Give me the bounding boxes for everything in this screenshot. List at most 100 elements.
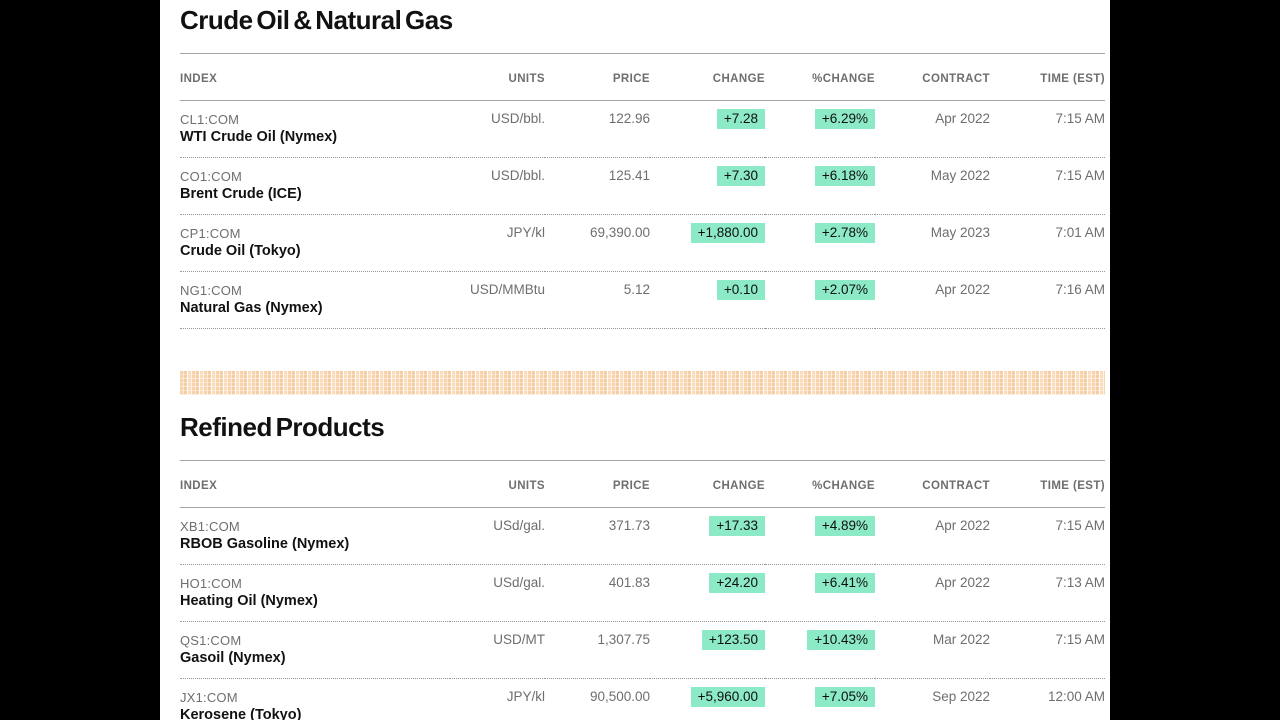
index-cell[interactable]: JX1:COM Kerosene (Tokyo) — [180, 679, 450, 720]
price-cell: 401.83 — [608, 575, 650, 590]
contract-cell: Mar 2022 — [932, 632, 990, 647]
contract-cell: May 2022 — [930, 168, 990, 183]
ticker[interactable]: JX1:COM — [180, 690, 238, 705]
security-name[interactable]: RBOB Gasoline (Nymex) — [180, 536, 350, 552]
time-cell: 12:00 AM — [1047, 689, 1105, 704]
security-name[interactable]: Brent Crude (ICE) — [180, 186, 302, 202]
ticker[interactable]: CL1:COM — [180, 112, 240, 127]
pct-change-cell: +6.18% — [765, 158, 875, 215]
time-cell: 7:16 AM — [1055, 282, 1105, 297]
table-header: INDEX UNITS PRICE CHANGE %CHANGE CONTRACT TIME… — [180, 460, 1105, 508]
contract-cell: Apr 2022 — [935, 111, 990, 126]
index-cell[interactable]: NG1:COM Natural Gas (Nymex) — [180, 272, 450, 329]
change-badge: +5,960.00 — [690, 687, 765, 707]
security-name[interactable]: Heating Oil (Nymex) — [180, 593, 318, 609]
pct-change-badge: +4.89% — [814, 516, 875, 536]
pct-change-badge: +10.43% — [807, 630, 875, 650]
security-name[interactable]: WTI Crude Oil (Nymex) — [180, 129, 338, 145]
ticker[interactable]: QS1:COM — [180, 633, 242, 648]
change-cell: +1,880.00 — [650, 215, 765, 272]
column-header: CHANGE — [712, 73, 765, 85]
header-row: INDEX UNITS PRICE CHANGE %CHANGE CONTRACT TIME… — [180, 460, 1105, 508]
column-header: TIME (EST) — [1040, 73, 1105, 85]
pct-change-badge: +6.18% — [814, 166, 875, 186]
header-row: INDEX UNITS PRICE CHANGE %CHANGE CONTRACT TIME… — [180, 53, 1105, 101]
security-name[interactable]: Natural Gas (Nymex) — [180, 300, 323, 316]
commodities-page: Crude Oil & Natural Gas INDEX UNITS PRICE C… — [160, 0, 1110, 720]
pct-change-cell: +6.29% — [765, 101, 875, 158]
price-cell: 371.73 — [608, 518, 650, 533]
change-badge: +7.28 — [716, 109, 765, 129]
table-row: HO1:COM Heating Oil (Nymex) USd/gal. 401… — [180, 565, 1105, 622]
time-cell: 7:15 AM — [1055, 632, 1105, 647]
table-row: QS1:COM Gasoil (Nymex) USD/MT 1,307.75 +… — [180, 622, 1105, 679]
contract-cell: Apr 2022 — [935, 518, 990, 533]
ticker[interactable]: XB1:COM — [180, 519, 240, 534]
pct-change-cell: +6.41% — [765, 565, 875, 622]
units-cell: USD/bbl. — [490, 111, 545, 126]
change-badge: +0.10 — [716, 280, 765, 300]
column-header: UNITS — [508, 73, 545, 85]
column-header: %CHANGE — [812, 73, 875, 85]
quotes-table: INDEX UNITS PRICE CHANGE %CHANGE CONTRACT TIME… — [180, 460, 1105, 720]
column-header: INDEX — [180, 73, 218, 85]
index-cell[interactable]: CO1:COM Brent Crude (ICE) — [180, 158, 450, 215]
column-header: PRICE — [612, 480, 650, 492]
price-cell: 122.96 — [608, 111, 650, 126]
pct-change-cell: +2.78% — [765, 215, 875, 272]
contract-cell: Apr 2022 — [935, 282, 990, 297]
contract-cell: May 2023 — [930, 225, 990, 240]
section-refined-products: Refined Products INDEX UNITS PRICE CHANGE %C… — [180, 413, 1105, 720]
security-name[interactable]: Gasoil (Nymex) — [180, 650, 286, 666]
table-row: CP1:COM Crude Oil (Tokyo) JPY/kl 69,390.… — [180, 215, 1105, 272]
index-cell[interactable]: HO1:COM Heating Oil (Nymex) — [180, 565, 450, 622]
pct-change-cell: +7.05% — [765, 679, 875, 720]
pct-change-badge: +6.41% — [814, 573, 875, 593]
change-badge: +1,880.00 — [690, 223, 765, 243]
change-cell: +5,960.00 — [650, 679, 765, 720]
table-row: CL1:COM WTI Crude Oil (Nymex) USD/bbl. 1… — [180, 101, 1105, 158]
units-cell: USd/gal. — [493, 518, 545, 533]
column-header: CHANGE — [712, 480, 765, 492]
security-name[interactable]: Kerosene (Tokyo) — [180, 707, 302, 720]
table-row: XB1:COM RBOB Gasoline (Nymex) USd/gal. 3… — [180, 508, 1105, 565]
pct-change-cell: +2.07% — [765, 272, 875, 329]
ticker[interactable]: CO1:COM — [180, 169, 243, 184]
column-header: TIME (EST) — [1040, 480, 1105, 492]
change-cell: +24.20 — [650, 565, 765, 622]
units-cell: USd/gal. — [493, 575, 545, 590]
column-header: %CHANGE — [812, 480, 875, 492]
index-cell[interactable]: CL1:COM WTI Crude Oil (Nymex) — [180, 101, 450, 158]
table-row: CO1:COM Brent Crude (ICE) USD/bbl. 125.4… — [180, 158, 1105, 215]
time-cell: 7:15 AM — [1055, 168, 1105, 183]
time-cell: 7:15 AM — [1055, 518, 1105, 533]
index-cell[interactable]: CP1:COM Crude Oil (Tokyo) — [180, 215, 450, 272]
change-cell: +17.33 — [650, 508, 765, 565]
pct-change-cell: +10.43% — [765, 622, 875, 679]
ticker[interactable]: HO1:COM — [180, 576, 243, 591]
table-row: JX1:COM Kerosene (Tokyo) JPY/kl 90,500.0… — [180, 679, 1105, 720]
index-cell[interactable]: XB1:COM RBOB Gasoline (Nymex) — [180, 508, 450, 565]
pct-change-badge: +7.05% — [814, 687, 875, 707]
change-badge: +7.30 — [716, 166, 765, 186]
table-body: XB1:COM RBOB Gasoline (Nymex) USd/gal. 3… — [180, 508, 1105, 720]
ticker[interactable]: NG1:COM — [180, 283, 243, 298]
security-name[interactable]: Crude Oil (Tokyo) — [180, 243, 301, 259]
change-badge: +123.50 — [701, 630, 765, 650]
table-row: NG1:COM Natural Gas (Nymex) USD/MMBtu 5.… — [180, 272, 1105, 329]
section-title: Refined Products — [180, 412, 385, 442]
table-header: INDEX UNITS PRICE CHANGE %CHANGE CONTRACT TIME… — [180, 53, 1105, 101]
price-cell: 69,390.00 — [589, 225, 650, 240]
index-cell[interactable]: QS1:COM Gasoil (Nymex) — [180, 622, 450, 679]
ticker[interactable]: CP1:COM — [180, 226, 241, 241]
quotes-table: INDEX UNITS PRICE CHANGE %CHANGE CONTRACT TIME… — [180, 53, 1105, 329]
change-cell: +7.30 — [650, 158, 765, 215]
units-cell: USD/bbl. — [490, 168, 545, 183]
contract-cell: Apr 2022 — [935, 575, 990, 590]
pct-change-badge: +2.07% — [814, 280, 875, 300]
units-cell: USD/MT — [493, 632, 545, 647]
column-header: PRICE — [612, 73, 650, 85]
section-title: Crude Oil & Natural Gas — [180, 5, 453, 35]
time-cell: 7:01 AM — [1055, 225, 1105, 240]
change-badge: +24.20 — [709, 573, 765, 593]
